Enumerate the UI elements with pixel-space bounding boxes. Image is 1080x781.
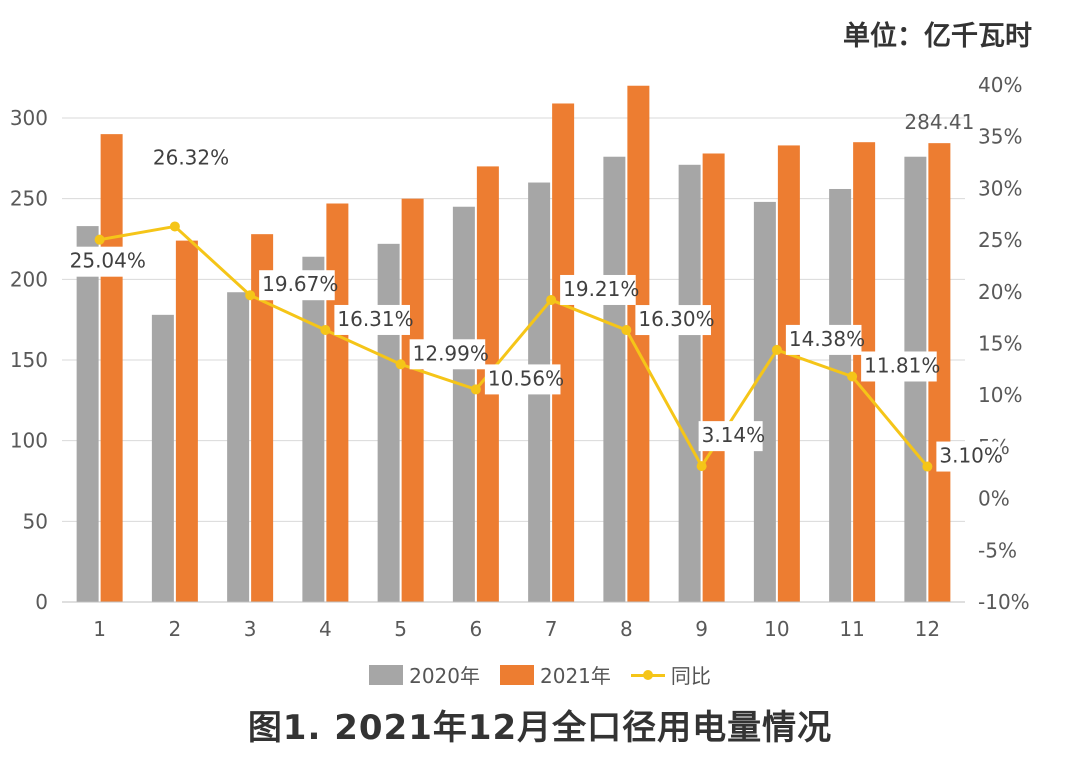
y-right-tick-label: 40% [978, 73, 1022, 97]
x-tick-label: 7 [545, 617, 558, 641]
x-tick-label: 2 [169, 617, 182, 641]
yoy-data-label: 25.04% [70, 249, 146, 273]
x-tick-label: 1 [93, 617, 106, 641]
bar-2020 [151, 314, 174, 602]
y-right-tick-label: 15% [978, 332, 1022, 356]
bar-2020 [678, 164, 701, 602]
legend-swatch-yoy [630, 665, 665, 685]
yoy-label-bg [66, 246, 143, 277]
figure-caption: 图1. 2021年12月全口径用电量情况 [247, 708, 833, 748]
y-right-tick-label: 20% [978, 280, 1022, 304]
yoy-data-label: 26.32% [153, 145, 229, 169]
yoy-data-label: 14.38% [789, 327, 865, 351]
yoy-data-label: 12.99% [413, 341, 489, 365]
yoy-label-bg [936, 441, 1001, 472]
x-tick-label: 3 [244, 617, 257, 641]
y-right-tick-label: -5% [978, 538, 1017, 562]
y-right-tick-label: -10% [978, 590, 1030, 614]
yoy-label-bg [698, 421, 763, 452]
yoy-data-label: 16.30% [638, 307, 714, 331]
legend-item-2021[interactable]: 2021年 [500, 660, 611, 689]
yoy-data-label: 3.14% [702, 423, 766, 447]
y-left-tick-label: 0 [35, 590, 48, 614]
bar-2021 [777, 145, 800, 602]
yoy-label-bg [560, 274, 636, 305]
yoy-data-label: 3.10% [939, 444, 1003, 468]
yoy-point [696, 461, 707, 472]
bar-2020 [302, 256, 325, 602]
yoy-point [169, 221, 180, 232]
bar-2021 [326, 203, 349, 603]
y-left-tick-label: 250 [10, 187, 48, 211]
x-tick-label: 12 [915, 617, 940, 641]
x-tick-label: 10 [764, 617, 789, 641]
yoy-point [922, 461, 933, 472]
yoy-point [546, 294, 557, 305]
yoy-data-label: 11.81% [864, 353, 940, 377]
bar-2020 [753, 201, 776, 603]
legend-item-yoy[interactable]: 同比 [630, 660, 711, 689]
yoy-point [395, 359, 406, 370]
x-tick-label: 11 [839, 617, 864, 641]
x-tick-label: 9 [695, 617, 708, 641]
yoy-label-bg [635, 305, 711, 336]
x-tick-label: 5 [394, 617, 407, 641]
legend-swatch-2020 [369, 664, 404, 685]
y-right-tick-label: 35% [978, 125, 1022, 149]
legend-label-yoy: 同比 [670, 664, 711, 688]
bar-2021-data-label: 284.41 [904, 110, 974, 134]
yoy-point [621, 325, 632, 336]
x-tick-label: 6 [470, 617, 483, 641]
yoy-point [847, 371, 858, 382]
legend-label-2021: 2021年 [540, 664, 611, 688]
y-right-tick-label: 0% [978, 487, 1010, 511]
bar-2021 [627, 85, 650, 602]
y-right-tick-label: 10% [978, 383, 1022, 407]
x-tick-label: 4 [319, 617, 332, 641]
bar-2020 [227, 292, 250, 602]
yoy-data-label: 19.67% [262, 272, 338, 296]
yoy-point [470, 384, 481, 395]
bar-2021 [928, 143, 951, 603]
y-left-tick-label: 300 [10, 106, 48, 130]
yoy-label-bg [484, 364, 561, 395]
yoy-point [245, 290, 256, 301]
bar-2021 [175, 240, 198, 602]
yoy-data-label: 19.21% [563, 277, 639, 301]
legend-label-2020: 2020年 [409, 664, 480, 688]
yoy-label-bg [785, 324, 862, 355]
yoy-label-bg [409, 339, 486, 370]
yoy-data-label: 10.56% [488, 366, 564, 390]
unit-label: 单位：亿千瓦时 [843, 21, 1032, 52]
bar-2020 [452, 206, 475, 602]
bar-2020 [377, 243, 400, 602]
chart-legend: 2020年 2021年 同比 [0, 660, 1080, 689]
y-left-tick-label: 150 [10, 348, 48, 372]
bar-2021 [702, 153, 725, 602]
yoy-point [771, 344, 782, 355]
bar-2021 [401, 198, 424, 602]
y-left-tick-label: 50 [23, 509, 48, 533]
y-right-tick-label: 30% [978, 176, 1022, 200]
combo-chart: 050100150200250300-10%-5%0%5%10%15%20%25… [10, 73, 1030, 641]
x-tick-label: 8 [620, 617, 633, 641]
bar-2021 [251, 234, 274, 602]
y-left-tick-label: 200 [10, 267, 48, 291]
bar-2020 [76, 226, 99, 603]
yoy-point [94, 234, 105, 245]
legend-swatch-2021 [500, 664, 534, 685]
yoy-data-label: 16.31% [337, 307, 413, 331]
yoy-label-bg [861, 351, 937, 382]
bar-2020 [829, 188, 852, 602]
bar-2021 [552, 103, 575, 602]
yoy-point [320, 324, 331, 335]
bar-2020 [603, 156, 626, 602]
y-left-tick-label: 100 [10, 429, 48, 453]
yoy-label-bg [259, 270, 335, 301]
y-right-tick-label: 25% [978, 228, 1022, 252]
bar-2021 [100, 134, 123, 602]
legend-item-2020[interactable]: 2020年 [369, 660, 480, 689]
yoy-label-bg [334, 304, 410, 335]
